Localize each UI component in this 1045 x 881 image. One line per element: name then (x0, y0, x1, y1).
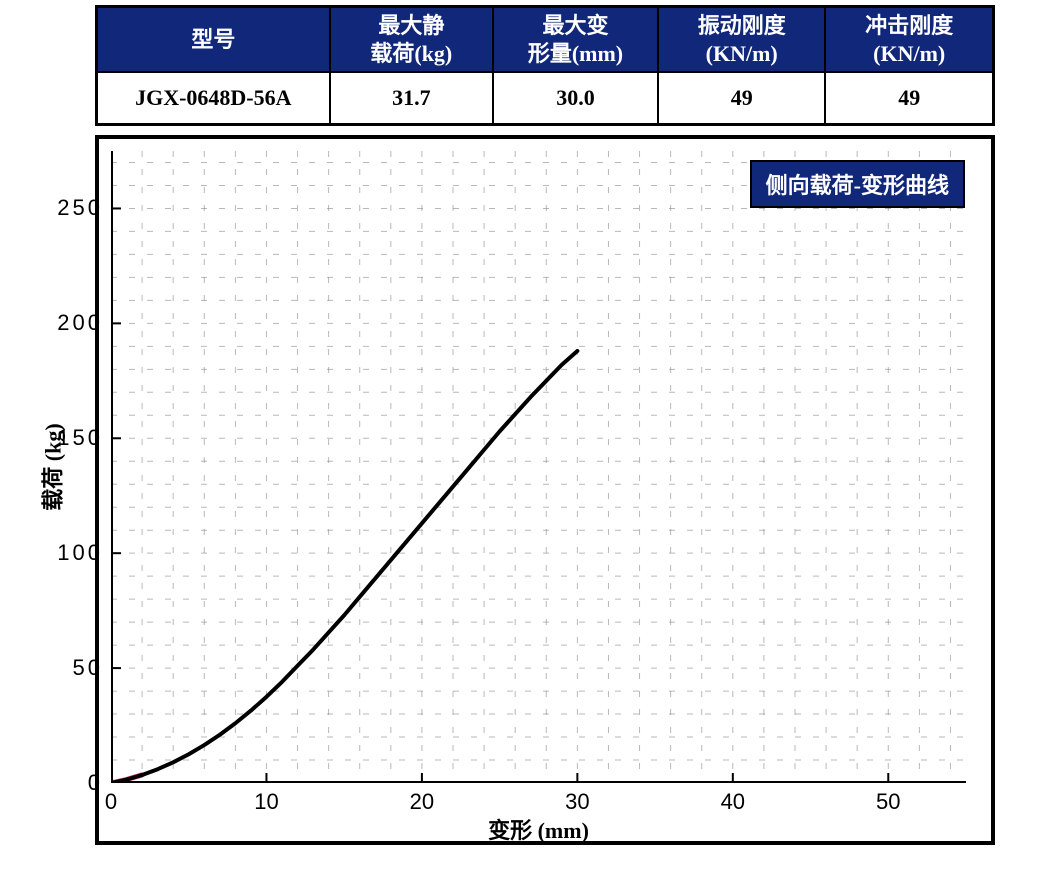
header-model-label: 型号 (191, 27, 235, 52)
x-tick-label: 30 (565, 789, 589, 815)
header-maxload-l2: 载荷(kg) (370, 41, 452, 66)
x-tick-label: 40 (721, 789, 745, 815)
header-vibstiff-l2: (KN/m) (706, 41, 778, 66)
y-tick-label: 0 (33, 770, 103, 796)
y-tick-label: 150 (33, 425, 103, 451)
x-tick-label: 10 (254, 789, 278, 815)
chart-svg (111, 151, 966, 783)
spec-table-row: JGX-0648D-56A 31.7 30.0 49 49 (97, 72, 994, 125)
chart-legend: 侧向载荷-变形曲线 (750, 160, 965, 208)
x-tick-label: 20 (410, 789, 434, 815)
header-maxdeform-l1: 最大变 (542, 13, 608, 38)
y-tick-label: 200 (33, 310, 103, 336)
header-maxload: 最大静载荷(kg) (330, 7, 493, 73)
header-vibstiff-l1: 振动刚度 (698, 13, 786, 38)
cell-maxload: 31.7 (330, 72, 493, 125)
spec-table: 型号 最大静载荷(kg) 最大变形量(mm) 振动刚度 (KN/m) 冲击刚度 (K… (95, 5, 995, 126)
x-axis-label: 变形 (mm) (488, 813, 589, 845)
x-tick-label: 0 (105, 789, 117, 815)
header-maxdeform-l2: 形量(mm) (528, 41, 623, 66)
x-axis-line (111, 781, 966, 783)
header-impstiff: 冲击刚度 (KN/m) (825, 7, 993, 73)
x-tick-label: 50 (876, 789, 900, 815)
header-model: 型号 (97, 7, 330, 73)
chart-plot-area (111, 151, 966, 783)
cell-impstiff: 49 (825, 72, 993, 125)
header-impstiff-l2: (KN/m) (873, 41, 945, 66)
y-tick-label: 100 (33, 540, 103, 566)
y-axis-line (111, 151, 113, 783)
header-impstiff-l1: 冲击刚度 (865, 13, 953, 38)
header-maxdeform: 最大变形量(mm) (493, 7, 658, 73)
y-tick-label: 50 (33, 655, 103, 681)
header-vibstiff: 振动刚度 (KN/m) (658, 7, 826, 73)
header-maxload-l1: 最大静 (378, 13, 444, 38)
spec-table-header-row: 型号 最大静载荷(kg) 最大变形量(mm) 振动刚度 (KN/m) 冲击刚度 (K… (97, 7, 994, 73)
chart-frame (95, 135, 995, 845)
cell-vibstiff: 49 (658, 72, 826, 125)
cell-model: JGX-0648D-56A (97, 72, 330, 125)
y-tick-label: 250 (33, 195, 103, 221)
cell-maxdeform: 30.0 (493, 72, 658, 125)
